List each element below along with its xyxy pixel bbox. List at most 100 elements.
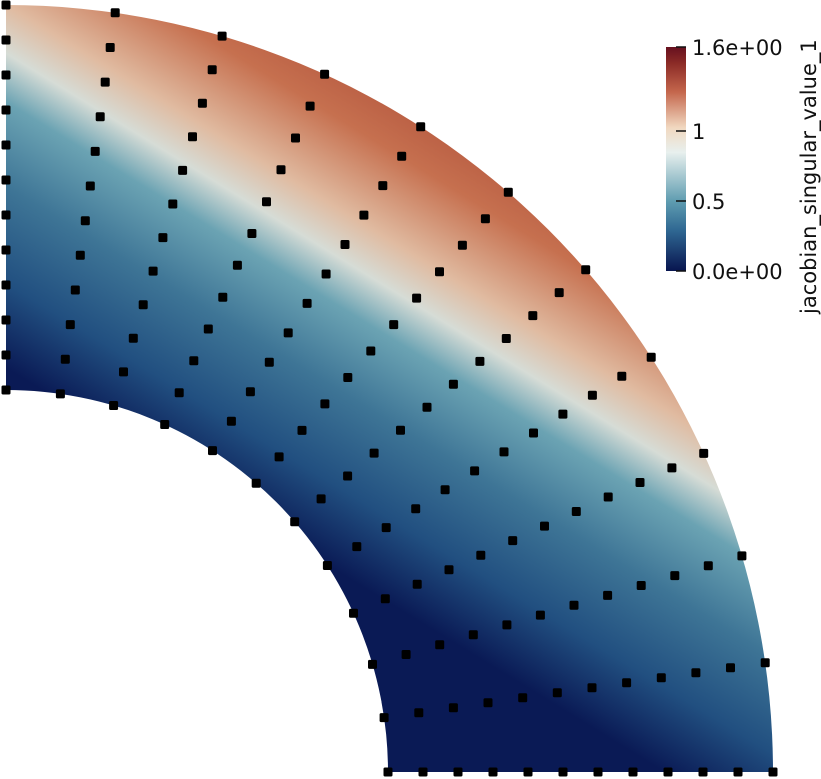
mesh-node (379, 713, 389, 723)
mesh-node (569, 600, 579, 610)
mesh-node (369, 448, 379, 458)
mesh-node (1, 280, 11, 290)
mesh-node (80, 216, 90, 226)
mesh-node (343, 373, 353, 382)
mesh-node (1, 175, 11, 185)
mesh-node (663, 767, 673, 777)
mesh-node (1, 245, 11, 255)
mesh-node (483, 698, 493, 708)
mesh-node (768, 767, 778, 777)
mesh-node (290, 517, 300, 527)
mesh-node (617, 371, 627, 381)
mesh-node (422, 402, 432, 412)
mesh-node (397, 151, 407, 161)
mesh-node (203, 324, 213, 334)
mesh-node (396, 425, 405, 435)
mesh-node (158, 233, 168, 243)
mesh-node (1, 140, 11, 150)
mesh-node (232, 260, 242, 270)
mesh-node (197, 98, 207, 108)
mesh-node (251, 478, 261, 488)
mesh-node (208, 446, 217, 456)
mesh-node (448, 703, 458, 713)
mesh-node (128, 333, 138, 343)
mesh-node (1, 70, 11, 80)
mesh-node (502, 620, 512, 630)
mesh-node (1, 315, 11, 325)
mesh-node (343, 471, 353, 481)
mesh-node (470, 466, 480, 476)
mesh-node (503, 187, 513, 197)
mesh-node (276, 165, 286, 175)
mesh-node (119, 367, 128, 377)
mesh-node (444, 565, 454, 575)
mesh-node (435, 640, 445, 650)
mesh-node (1, 385, 11, 395)
mesh-node (528, 311, 538, 321)
mesh-node (90, 146, 100, 156)
mesh-node (529, 428, 538, 438)
mesh-node (366, 346, 376, 356)
mesh-node (603, 492, 613, 502)
mesh-node (316, 494, 326, 504)
colorbar-label-1: 1 (692, 120, 705, 144)
mesh-node (518, 693, 528, 703)
mesh-node (65, 320, 75, 330)
mesh-node (1, 0, 11, 10)
mesh-node (435, 267, 444, 277)
mesh-node (414, 708, 424, 718)
mesh-node (55, 389, 65, 399)
mesh-node (302, 298, 312, 308)
colorbar-gradient (666, 47, 686, 271)
mesh-node (274, 452, 284, 462)
mesh-node (320, 69, 330, 79)
mesh-node (247, 229, 257, 238)
mesh-node (554, 288, 564, 298)
mesh-node (703, 561, 713, 571)
mesh-node (699, 448, 709, 458)
mesh-node (499, 447, 509, 457)
mesh-node (726, 663, 735, 673)
mesh-node (416, 122, 426, 132)
mesh-node (603, 590, 613, 600)
mesh-node (412, 579, 422, 589)
mesh-node (622, 678, 632, 688)
mesh-node (226, 416, 236, 426)
mesh-node (340, 240, 350, 249)
mesh-node (70, 285, 80, 295)
mesh-node (733, 767, 743, 777)
mesh-node (100, 77, 110, 87)
mesh-node (189, 356, 199, 366)
mesh-node (760, 658, 770, 668)
mesh-node (667, 463, 677, 473)
mesh-node (262, 197, 271, 207)
mesh-node (448, 379, 458, 389)
mesh-node (320, 399, 330, 409)
mesh-node (381, 523, 391, 533)
mesh-node (457, 240, 467, 250)
mesh-node (160, 420, 170, 429)
mesh-node (691, 668, 701, 678)
mesh-node (636, 581, 646, 590)
mesh-node (737, 551, 747, 561)
mesh-node (1, 35, 11, 45)
mesh-node (75, 250, 85, 260)
mesh-node (480, 214, 490, 224)
mesh-node (349, 608, 358, 618)
mesh-node (571, 507, 581, 516)
mesh-node (218, 292, 228, 302)
mesh-node (535, 610, 545, 620)
mesh-node (453, 767, 463, 777)
mesh-node (383, 767, 393, 777)
mesh-node (670, 571, 680, 581)
mesh-node (1, 350, 11, 360)
mesh-node (352, 542, 362, 552)
mesh-node (418, 767, 428, 777)
mesh-node (501, 334, 511, 343)
mesh-node (1, 105, 11, 115)
mesh-node (401, 650, 411, 659)
mesh-node (635, 478, 645, 487)
mesh-node (558, 767, 568, 777)
mesh-node (148, 266, 158, 276)
